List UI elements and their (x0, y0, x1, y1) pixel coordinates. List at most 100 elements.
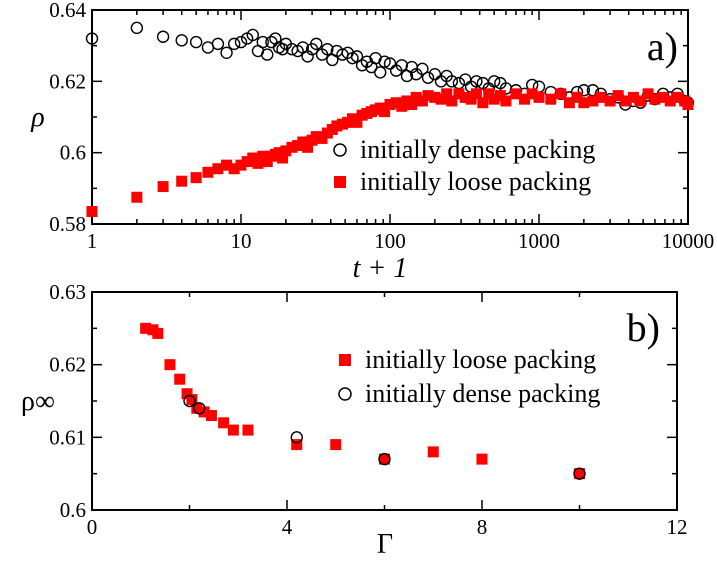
data-point-loose (519, 93, 531, 105)
legend-label: initially dense packing (365, 379, 600, 408)
x-tick-label: 8 (477, 515, 488, 539)
data-point-dense (246, 28, 259, 42)
data-point-loose (574, 468, 585, 480)
data-point-dense (261, 48, 274, 61)
data-point-loose (286, 141, 298, 153)
data-point-loose (604, 95, 616, 107)
panel-a: a) ρ t + 1 1 10 100 1000 10000 0.58 0.6 0.62 0.6… (30, 0, 714, 284)
data-point-loose (291, 439, 303, 451)
data-point-loose (682, 99, 694, 111)
data-point-loose (310, 131, 322, 143)
y-tick-label: 0.61 (49, 425, 86, 449)
data-point-dense (321, 43, 334, 56)
data-point-loose (533, 91, 545, 103)
panel-a-x-axis-title: t + 1 (353, 253, 408, 284)
data-point-loose (664, 95, 676, 107)
data-point-loose (131, 191, 143, 203)
y-tick-label: 0.62 (49, 353, 86, 377)
data-point-loose (181, 388, 193, 400)
data-point-loose (446, 95, 458, 107)
panel-b-x-axis-title: Γ (377, 529, 393, 560)
data-point-loose (176, 175, 188, 187)
data-point-dense (374, 66, 387, 79)
data-point-loose (212, 163, 224, 175)
data-point-dense (227, 37, 241, 51)
data-point-loose (427, 446, 439, 458)
data-point-loose (174, 373, 186, 385)
legend-label: initially loose packing (360, 167, 591, 196)
panel-a-ticks: 1 10 100 1000 10000 0.58 0.6 0.62 0.64 (49, 0, 714, 253)
data-point-dense (470, 75, 483, 88)
data-point-loose (235, 159, 247, 171)
panel-b-legend: initially loose packing initially dense p… (338, 345, 600, 408)
x-tick-label: 12 (667, 515, 688, 539)
data-point-dense (301, 50, 314, 63)
data-point-loose (252, 157, 264, 169)
legend-marker-loose (334, 176, 346, 188)
panel-a-y-axis-title: ρ (30, 102, 44, 133)
panel-a-legend: initially dense packing initially loose p… (333, 135, 595, 196)
data-point-loose (476, 453, 488, 465)
y-tick-label: 0.64 (49, 0, 86, 22)
panel-b-y-axis-title-text: ρ∞ (21, 386, 55, 417)
panel-b-y-axis-title: ρ∞ (21, 386, 55, 417)
data-point-loose (453, 88, 465, 100)
data-point-loose (587, 95, 599, 107)
data-point-loose (657, 91, 669, 103)
data-point-loose (671, 91, 683, 103)
data-point-loose (612, 90, 624, 102)
data-point-loose (351, 116, 363, 128)
data-point-loose (488, 93, 500, 105)
panel-b-ticks: 0 4 8 12 0.6 0.61 0.62 0.63 (49, 280, 687, 539)
panel-a-label: a) (647, 24, 678, 69)
data-point-dense (175, 34, 188, 47)
y-tick-label: 0.63 (49, 280, 86, 304)
y-tick-label: 0.6 (60, 141, 86, 165)
legend-label: initially dense packing (360, 135, 595, 164)
data-point-loose (563, 97, 575, 109)
data-point-loose (526, 88, 538, 100)
x-tick-label: 1 (87, 229, 98, 253)
data-point-loose (164, 359, 176, 371)
data-point-dense (211, 37, 225, 51)
legend-label: initially loose packing (365, 345, 596, 374)
data-point-loose (241, 156, 253, 168)
data-point-loose (202, 166, 214, 178)
data-point-loose (410, 91, 422, 103)
x-tick-label: 10000 (662, 229, 715, 253)
data-point-loose (642, 88, 654, 100)
y-tick-label: 0.58 (49, 212, 86, 236)
data-point-loose (510, 88, 522, 100)
data-point-loose (545, 93, 557, 105)
panel-b-label: b) (627, 305, 660, 350)
data-point-dense (459, 73, 472, 86)
y-tick-label: 0.62 (49, 69, 86, 93)
data-point-dense (290, 431, 303, 444)
data-point-loose (422, 90, 434, 102)
data-point-loose (152, 327, 164, 339)
data-point-loose (635, 95, 647, 107)
data-point-dense (452, 76, 466, 90)
x-tick-label: 0 (87, 515, 98, 539)
legend-marker-dense (338, 387, 352, 401)
data-point-dense (234, 35, 248, 49)
data-point-loose (435, 93, 447, 105)
data-point-dense (428, 67, 442, 81)
data-point-loose (86, 206, 98, 218)
data-point-loose (218, 417, 230, 429)
data-point-loose (578, 97, 590, 109)
data-point-dense (573, 467, 586, 480)
data-point-dense (256, 35, 269, 49)
data-point-loose (379, 453, 390, 465)
data-point-loose (221, 159, 233, 171)
panel-b-points (140, 322, 586, 480)
panel-a-points (85, 21, 695, 218)
data-point-loose (619, 95, 631, 107)
data-point-dense (416, 62, 429, 76)
data-point-loose (191, 402, 203, 414)
data-point-loose (649, 93, 661, 105)
data-point-dense (156, 30, 170, 43)
data-point-loose (384, 99, 396, 111)
data-point-loose (205, 410, 217, 422)
data-point-loose (494, 90, 506, 102)
